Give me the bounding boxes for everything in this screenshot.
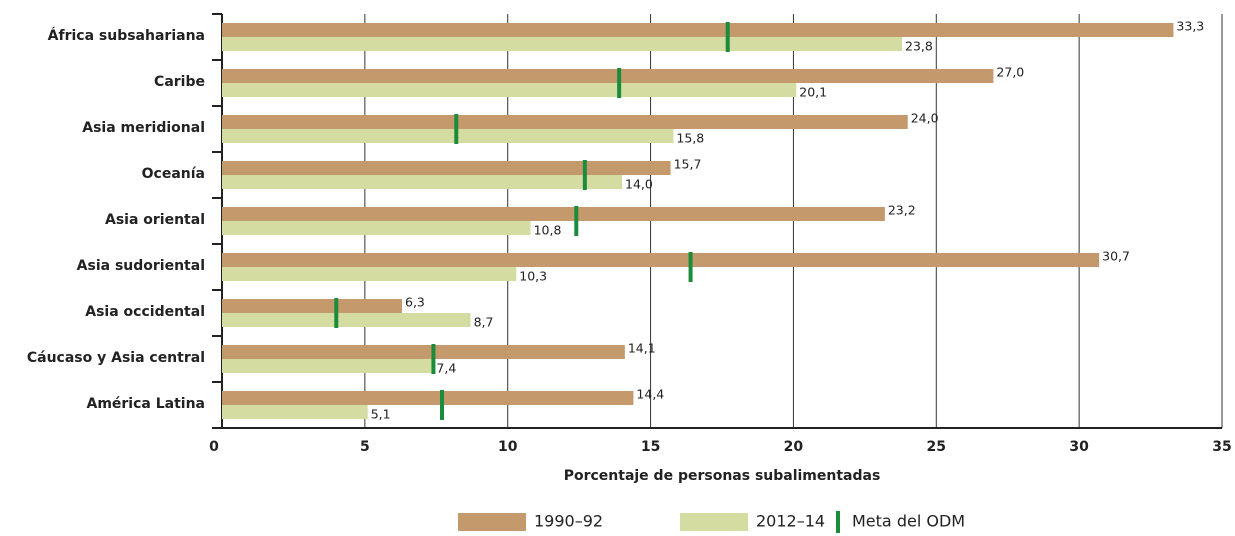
value-label: 7,4	[436, 361, 456, 376]
value-label: 10,3	[519, 269, 547, 284]
bar	[222, 23, 1174, 37]
value-label: 27,0	[996, 65, 1024, 80]
bar	[222, 359, 434, 373]
value-label: 15,7	[674, 157, 702, 172]
legend-label: 1990–92	[534, 512, 603, 531]
bar	[222, 115, 908, 129]
bar	[222, 267, 517, 281]
x-tick-label: 35	[1212, 439, 1231, 455]
bar	[222, 207, 885, 221]
legend-label: Meta del ODM	[852, 512, 965, 531]
x-tick-label: 15	[641, 439, 660, 455]
y-tick-label: Asia meridional	[82, 120, 205, 136]
value-label: 24,0	[911, 111, 939, 126]
target-marker	[582, 160, 587, 190]
bar	[222, 299, 402, 313]
value-label: 30,7	[1102, 249, 1130, 264]
x-tick-label: 30	[1069, 439, 1089, 455]
x-tick-label: 20	[784, 439, 804, 455]
bar	[222, 161, 671, 175]
y-tick-label: América Latina	[86, 396, 205, 412]
value-label: 14,0	[625, 177, 653, 192]
y-tick-label: Cáucaso y Asia central	[27, 350, 205, 366]
value-label: 5,1	[371, 407, 391, 422]
y-tick-label: Asia sudoriental	[77, 258, 205, 274]
value-label: 20,1	[799, 85, 827, 100]
bar	[222, 83, 797, 97]
target-marker	[431, 344, 436, 374]
bar	[222, 37, 902, 51]
target-marker	[454, 114, 459, 144]
y-tick-label: Caribe	[154, 74, 205, 90]
x-tick-label: 5	[360, 439, 370, 455]
bar	[222, 313, 471, 327]
target-marker	[688, 252, 693, 282]
bar	[222, 221, 531, 235]
value-label: 23,8	[905, 39, 933, 54]
bar	[222, 69, 994, 83]
value-label: 15,8	[676, 131, 704, 146]
value-label: 6,3	[405, 295, 425, 310]
target-marker	[725, 22, 730, 52]
value-label: 8,7	[474, 315, 494, 330]
value-label: 10,8	[534, 223, 562, 238]
legend-swatch	[836, 511, 840, 533]
x-tick-label: 0	[209, 439, 219, 455]
bar	[222, 405, 368, 419]
x-tick-label: 10	[498, 439, 518, 455]
bar	[222, 129, 674, 143]
y-tick-label: África subsahariana	[48, 27, 205, 44]
bar	[222, 253, 1100, 267]
x-axis-title: Porcentaje de personas subalimentadas	[564, 468, 881, 484]
value-label: 14,4	[636, 387, 664, 402]
bar	[222, 345, 625, 359]
target-marker	[334, 298, 339, 328]
target-marker	[574, 206, 579, 236]
y-tick-label: Asia oriental	[105, 212, 205, 228]
legend-label: 2012–14	[756, 512, 825, 531]
value-label: 14,1	[628, 341, 656, 356]
value-label: 33,3	[1176, 19, 1204, 34]
y-tick-label: Asia occidental	[85, 304, 205, 320]
bar	[222, 175, 622, 189]
value-label: 23,2	[888, 203, 916, 218]
legend-swatch	[680, 513, 748, 531]
legend-swatch	[458, 513, 526, 531]
y-tick-label: Oceanía	[142, 166, 205, 182]
bar	[222, 391, 634, 405]
target-marker	[617, 68, 622, 98]
target-marker	[440, 390, 444, 420]
x-tick-label: 25	[927, 439, 946, 455]
